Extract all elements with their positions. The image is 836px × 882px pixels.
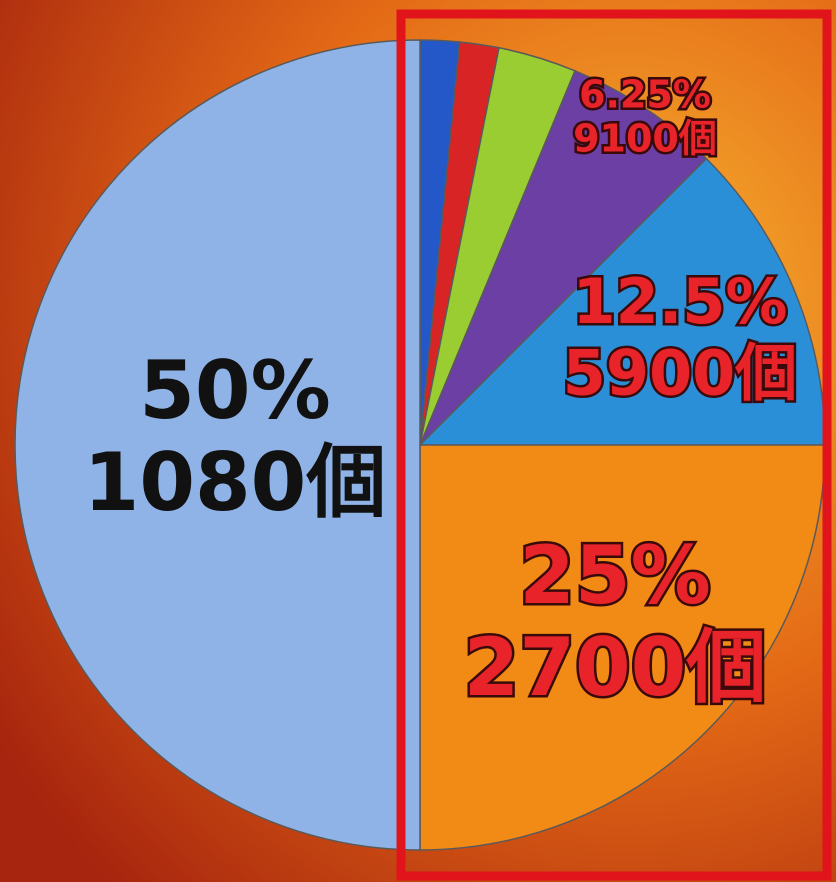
pie: 6.25%9100個 12.5%5900個 25%2700個 50%1080個 xyxy=(14,39,826,851)
pie-slice xyxy=(14,39,421,851)
slice-percent-label: 50% xyxy=(139,344,330,437)
slice-count-label: 1080個 xyxy=(84,436,387,529)
slice-percent-label: 12.5% xyxy=(572,265,787,338)
slice-count-label: 2700個 xyxy=(464,621,767,714)
pie-slice xyxy=(419,444,826,851)
highlight-box xyxy=(396,9,832,881)
slice-count-label: 9100個 xyxy=(573,116,717,160)
slice-percent-label: 25% xyxy=(519,529,710,622)
slice-count-label: 5900個 xyxy=(563,336,798,409)
slice-percent-label: 6.25% xyxy=(579,73,711,117)
pie-slice xyxy=(419,69,708,446)
